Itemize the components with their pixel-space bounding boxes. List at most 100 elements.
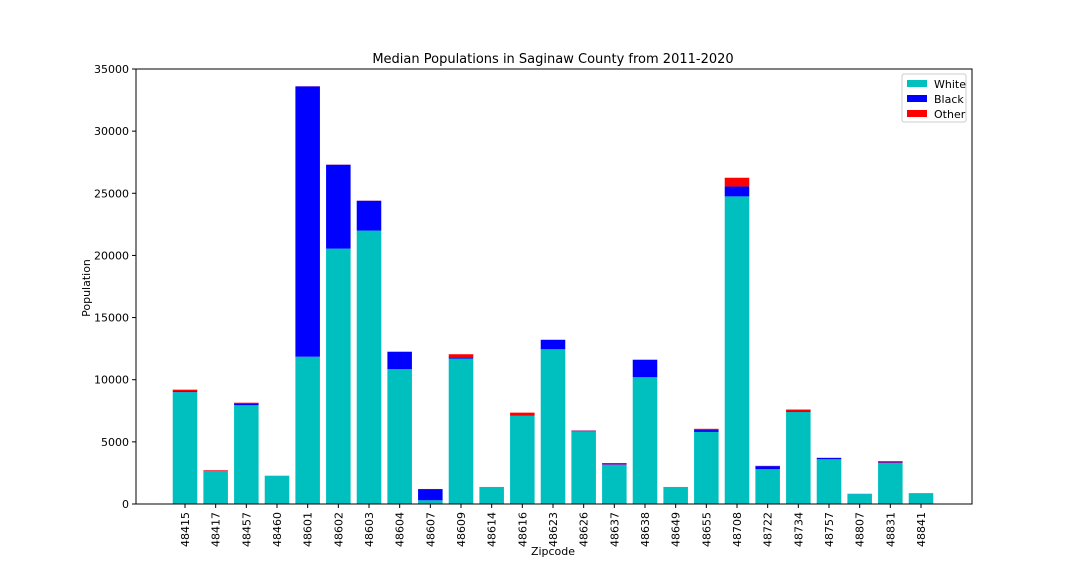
x-tick-label: 48602 [332, 512, 345, 547]
bar-other-48637 [602, 462, 627, 465]
y-tick-label: 10000 [94, 374, 129, 387]
x-tick-label: 48637 [608, 512, 621, 547]
x-tick-label: 48417 [210, 512, 223, 547]
legend-swatch-black [907, 95, 927, 102]
bar-white-48417 [203, 471, 228, 504]
bar-other-48457 [234, 402, 259, 404]
legend-swatch-white [907, 80, 927, 87]
x-tick-label: 48831 [884, 512, 897, 547]
y-tick-label: 35000 [94, 63, 129, 76]
legend-label-other: Other [934, 108, 966, 121]
bar-black-48601 [295, 86, 320, 357]
x-tick-label: 48655 [700, 512, 713, 547]
bar-black-48602 [326, 164, 351, 249]
y-tick-label: 20000 [94, 249, 129, 262]
x-tick-label: 48841 [915, 512, 928, 547]
x-tick-label: 48734 [792, 512, 805, 547]
bar-white-48831 [878, 462, 903, 504]
bar-white-48457 [234, 405, 259, 504]
y-tick-label: 15000 [94, 312, 129, 325]
bar-white-48638 [632, 377, 658, 504]
bar-white-48460 [264, 476, 290, 504]
bar-white-48601 [295, 356, 320, 504]
x-tick-label: 48457 [240, 512, 253, 547]
bar-white-48614 [479, 487, 504, 504]
y-axis: 0 5000 10000 15000 20000 25000 30000 35000 [94, 63, 136, 511]
bar-other-48417 [203, 470, 228, 471]
bar-black-48637 [602, 464, 627, 465]
bar-other-48609 [448, 354, 474, 358]
bar-white-48649 [663, 487, 688, 504]
x-tick-label: 48607 [424, 512, 437, 547]
bar-black-48757 [816, 458, 842, 460]
bar-black-48457 [234, 403, 259, 406]
x-axis-label: Zipcode [531, 545, 575, 558]
x-tick-label: 48638 [639, 512, 652, 547]
bar-other-48831 [878, 461, 903, 463]
y-tick-label: 0 [122, 498, 129, 511]
bar-black-48415 [172, 391, 198, 393]
bar-white-48602 [326, 248, 351, 504]
bar-white-48603 [356, 230, 382, 504]
bar-white-48722 [755, 469, 780, 504]
bar-white-48734 [786, 412, 811, 504]
legend: White Black Other [901, 73, 967, 123]
bar-white-48637 [602, 464, 627, 504]
bar-black-48638 [632, 359, 658, 378]
bar-other-48655 [694, 428, 719, 431]
plot-frame [135, 68, 973, 505]
bar-white-48623 [540, 349, 566, 504]
bar-white-48807 [847, 494, 872, 504]
bar-black-48626 [571, 430, 596, 432]
x-tick-label: 48757 [823, 512, 836, 547]
bar-white-48604 [387, 369, 412, 504]
x-tick-label: 48603 [363, 512, 376, 547]
legend-label-white: White [934, 78, 966, 91]
bar-black-48708 [724, 186, 750, 197]
bar-black-48734 [786, 411, 811, 413]
bar-black-48607 [418, 489, 443, 501]
x-tick-label: 48708 [731, 512, 744, 547]
x-tick-label: 48807 [854, 512, 867, 547]
legend-label-black: Black [934, 93, 964, 106]
bar-black-48623 [540, 339, 566, 350]
bar-other-48734 [786, 409, 811, 412]
x-tick-label: 48616 [516, 512, 529, 547]
y-tick-label: 5000 [101, 436, 129, 449]
x-tick-label: 48609 [455, 512, 468, 547]
bar-black-48603 [356, 200, 382, 231]
bar-black-48655 [694, 430, 719, 432]
x-tick-label: 48649 [670, 512, 683, 547]
bar-white-48607 [418, 500, 443, 504]
bar-white-48841 [908, 493, 934, 504]
x-tick-label: 48415 [179, 512, 192, 547]
bar-white-48757 [816, 459, 842, 504]
y-tick-label: 25000 [94, 187, 129, 200]
bar-black-48609 [448, 357, 474, 359]
bar-white-48626 [571, 431, 596, 504]
x-tick-label: 48601 [302, 512, 315, 547]
bar-white-48616 [510, 415, 535, 504]
x-axis: 48415 48417 48457 48460 48601 48602 48603 48604… [179, 504, 928, 547]
bar-other-48415 [172, 389, 198, 392]
bar-other-48708 [724, 177, 750, 187]
bar-black-48831 [878, 462, 903, 463]
x-tick-label: 48626 [578, 512, 591, 547]
bars-group [172, 86, 934, 504]
y-axis-label: Population [80, 259, 93, 317]
x-tick-label: 48460 [271, 512, 284, 547]
bar-white-48609 [448, 358, 474, 504]
bar-white-48415 [172, 392, 198, 504]
bar-other-48616 [510, 412, 535, 416]
x-tick-label: 48623 [547, 512, 560, 547]
bar-black-48722 [755, 466, 780, 470]
bar-white-48655 [694, 431, 719, 504]
x-tick-label: 48614 [486, 512, 499, 547]
x-tick-label: 48604 [394, 512, 407, 547]
bar-black-48604 [387, 351, 412, 370]
bar-black-48616 [510, 415, 535, 416]
x-tick-label: 48722 [762, 512, 775, 547]
bar-white-48708 [724, 196, 750, 504]
chart-title: Median Populations in Saginaw County fro… [372, 52, 733, 67]
